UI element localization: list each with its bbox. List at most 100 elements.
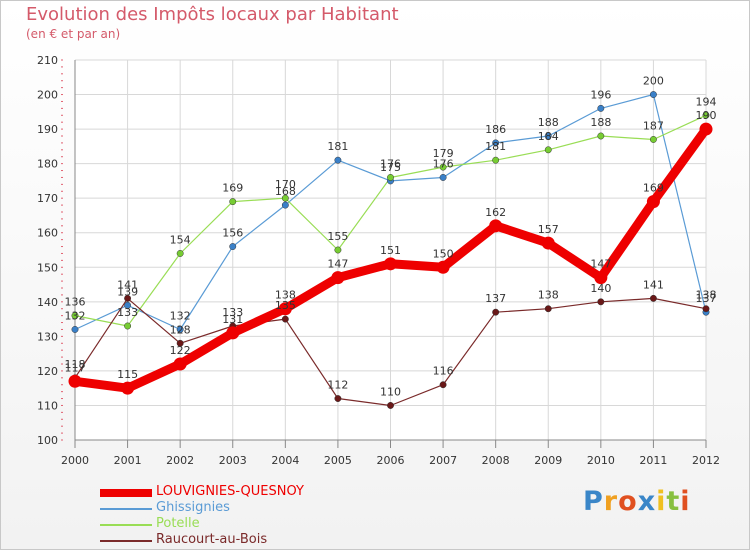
data-point xyxy=(439,163,447,171)
y-tick-label: 100 xyxy=(37,434,58,447)
data-label: 188 xyxy=(590,116,611,129)
data-label: 135 xyxy=(275,299,296,312)
data-point xyxy=(699,122,713,136)
data-label: 150 xyxy=(433,247,454,260)
x-tick-label: 2005 xyxy=(324,454,352,467)
y-tick-label: 180 xyxy=(37,158,58,171)
y-tick-label: 130 xyxy=(37,330,58,343)
data-label: 155 xyxy=(327,230,348,243)
data-label: 169 xyxy=(222,182,243,195)
chart-subtitle: (en € et par an) xyxy=(26,27,121,41)
data-label: 147 xyxy=(327,258,348,271)
logo-letter: r xyxy=(603,486,619,517)
logo-letter: o xyxy=(618,486,638,517)
data-point xyxy=(331,271,345,285)
y-tick-label: 120 xyxy=(37,365,58,378)
y-tick-label: 140 xyxy=(37,296,58,309)
data-label: 176 xyxy=(433,157,454,170)
data-label: 115 xyxy=(117,368,138,381)
data-label: 194 xyxy=(696,95,717,108)
x-tick-label: 2006 xyxy=(377,454,405,467)
y-tick-label: 150 xyxy=(37,261,58,274)
data-label: 156 xyxy=(222,227,243,240)
data-label: 176 xyxy=(380,157,401,170)
data-label: 112 xyxy=(327,379,348,392)
data-point xyxy=(492,308,500,316)
data-label: 186 xyxy=(485,123,506,136)
logo-letter: P xyxy=(583,486,604,517)
data-label: 133 xyxy=(117,306,138,319)
data-point xyxy=(387,174,394,181)
data-label: 179 xyxy=(433,147,454,160)
data-point xyxy=(646,195,660,209)
data-label: 154 xyxy=(170,233,191,246)
data-point xyxy=(489,219,503,233)
data-point xyxy=(334,246,342,254)
proxiti-logo: Proxiti xyxy=(583,486,691,517)
x-tick-label: 2007 xyxy=(429,454,457,467)
chart-axes: 100 110 120 130 140 150 160 170 180 190 200 210 2000… xyxy=(37,54,720,467)
data-label: 138 xyxy=(696,289,717,302)
x-tick-label: 2002 xyxy=(166,454,194,467)
data-label: 139 xyxy=(117,285,138,298)
data-label: 162 xyxy=(485,206,506,219)
series-points xyxy=(68,91,713,409)
data-label: 137 xyxy=(696,292,717,305)
legend-label: Ghissignies xyxy=(156,500,230,515)
data-point xyxy=(176,339,184,347)
data-point xyxy=(334,156,342,164)
legend-label: Potelle xyxy=(156,516,200,531)
logo-letter: x xyxy=(637,486,657,517)
data-point xyxy=(597,298,605,306)
data-point xyxy=(281,315,289,323)
x-tick-label: 2010 xyxy=(587,454,615,467)
data-label: 140 xyxy=(590,282,611,295)
x-tick-label: 2009 xyxy=(534,454,562,467)
data-label: 141 xyxy=(643,278,664,291)
x-tick-label: 2000 xyxy=(61,454,89,467)
data-point xyxy=(278,302,292,316)
data-point xyxy=(702,305,710,313)
legend-swatch xyxy=(100,508,152,510)
x-tick-label: 2012 xyxy=(692,454,720,467)
data-point xyxy=(124,322,132,330)
data-point xyxy=(594,271,608,285)
data-point xyxy=(649,136,657,143)
data-point xyxy=(492,139,500,147)
data-label: 133 xyxy=(222,306,243,319)
legend-item: Raucourt-au-Bois xyxy=(100,532,400,548)
data-label: 128 xyxy=(170,323,191,336)
data-point xyxy=(544,132,552,140)
data-point xyxy=(436,260,450,274)
data-label: 168 xyxy=(275,185,296,198)
data-point xyxy=(544,146,552,154)
y-tick-label: 170 xyxy=(37,192,58,205)
x-tick-label: 2003 xyxy=(219,454,247,467)
data-point xyxy=(649,91,657,98)
data-point xyxy=(176,250,184,257)
data-label: 117 xyxy=(65,361,86,374)
data-label: 136 xyxy=(65,296,86,309)
data-label: 188 xyxy=(538,116,559,129)
data-label: 141 xyxy=(117,278,138,291)
data-point xyxy=(384,257,397,271)
logo-letter: i xyxy=(656,486,667,517)
data-point xyxy=(176,326,184,333)
legend-item: Ghissignies xyxy=(100,500,400,516)
legend-swatch xyxy=(100,540,152,542)
data-label: 181 xyxy=(327,140,348,153)
data-point xyxy=(544,305,552,313)
legend-item: Potelle xyxy=(100,516,400,532)
data-point xyxy=(597,132,605,140)
data-label: 169 xyxy=(643,182,664,195)
data-label: 147 xyxy=(590,258,611,271)
data-point xyxy=(387,402,394,409)
data-point xyxy=(68,374,82,388)
data-point xyxy=(492,156,500,164)
data-point xyxy=(124,301,132,309)
data-label: 187 xyxy=(643,119,664,132)
data-point xyxy=(71,312,79,320)
data-label: 184 xyxy=(538,130,559,143)
